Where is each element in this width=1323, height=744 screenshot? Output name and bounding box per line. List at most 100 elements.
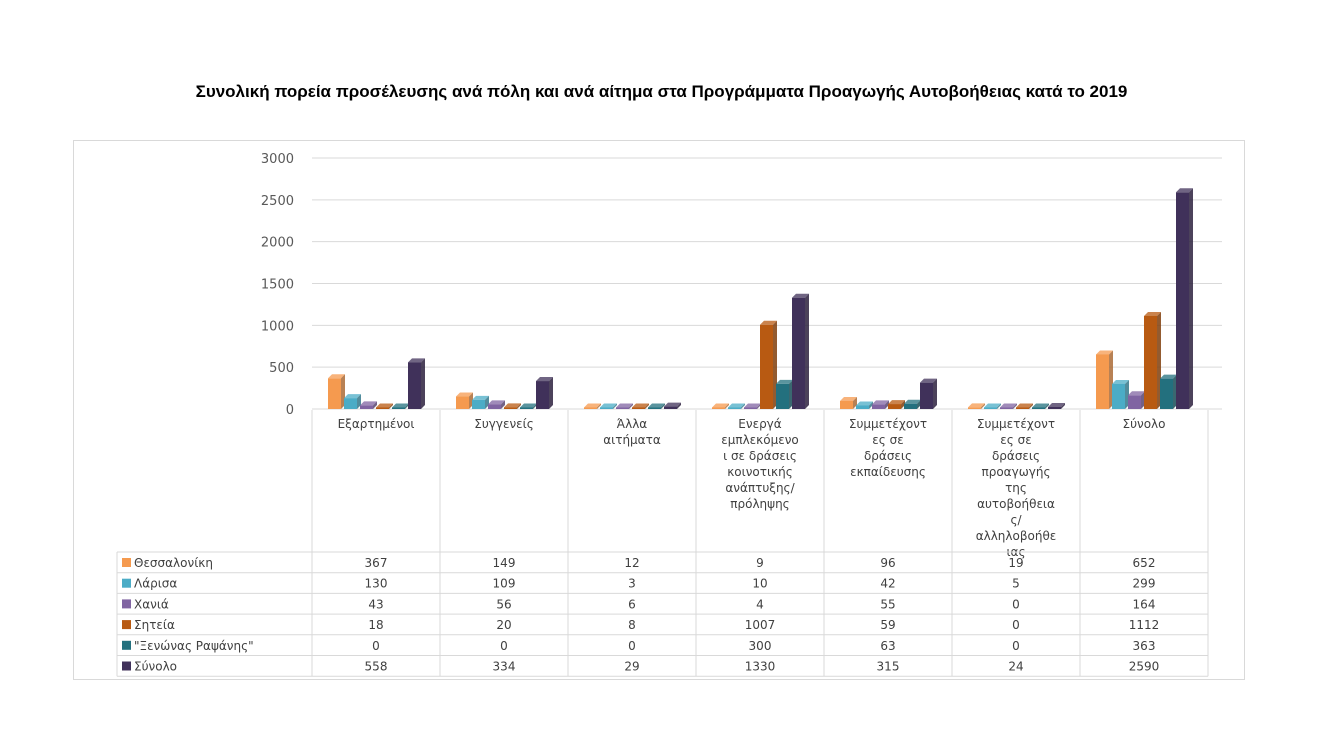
legend-swatch: [122, 661, 131, 671]
table-cell: 63: [880, 639, 895, 653]
category-label: ες σε: [1000, 433, 1031, 447]
bar-top: [872, 400, 889, 405]
table-cell: 0: [628, 639, 636, 653]
y-tick-label: 2500: [261, 194, 294, 209]
table-cell: 109: [493, 577, 516, 591]
table-cell: 24: [1008, 660, 1023, 674]
bar: [584, 407, 597, 409]
bar: [648, 407, 661, 409]
table-cell: 130: [365, 577, 388, 591]
bar: [408, 362, 421, 409]
table-cell: 59: [880, 618, 895, 632]
bar-side: [629, 403, 633, 409]
bar-top: [1016, 403, 1033, 408]
bar: [360, 405, 373, 409]
category-label: ανάπτυξης/: [725, 481, 795, 495]
legend-label: "Ξενώνας Ραψάνης": [134, 639, 254, 653]
bar: [904, 403, 917, 409]
bar-side: [389, 403, 393, 409]
legend-swatch: [122, 620, 131, 630]
y-tick-label: 2000: [261, 236, 294, 251]
bar-side: [549, 377, 553, 409]
category-label: δράσεις: [992, 449, 1040, 463]
bar-top: [632, 403, 649, 408]
table-cell: 0: [1012, 618, 1020, 632]
bar-side: [869, 401, 873, 409]
bar-top: [856, 401, 873, 406]
y-tick-label: 0: [286, 403, 294, 418]
table-cell: 12: [624, 556, 639, 570]
table-cell: 149: [493, 556, 516, 570]
table-cell: 164: [1133, 597, 1156, 611]
category-label: Συμμετέχοντ: [977, 417, 1055, 431]
bar-side: [901, 400, 905, 409]
bar-top: [712, 403, 729, 408]
bar-top: [664, 402, 681, 407]
table-cell: 300: [749, 639, 772, 653]
y-tick-label: 1500: [261, 278, 294, 293]
legend-label: Λάρισα: [134, 577, 177, 591]
bar: [664, 406, 677, 409]
table-cell: 367: [365, 556, 388, 570]
bar-top: [776, 379, 793, 384]
bar: [984, 407, 997, 409]
category-label: Εξαρτημένοι: [338, 417, 415, 431]
legend-swatch: [122, 578, 131, 588]
table-cell: 363: [1133, 639, 1156, 653]
category-label: ς/: [1010, 513, 1022, 527]
legend-swatch: [122, 640, 131, 650]
bar: [840, 400, 853, 409]
bar-top: [488, 400, 505, 405]
bar-top: [728, 403, 745, 408]
bar-top: [1112, 379, 1129, 384]
bar: [1112, 383, 1125, 409]
bar-side: [1013, 403, 1017, 409]
legend-label: Θεσσαλονίκη: [134, 556, 213, 570]
table-cell: 0: [1012, 597, 1020, 611]
bar-top: [1144, 311, 1161, 316]
bar-side: [1029, 403, 1033, 409]
bar-top: [360, 401, 377, 406]
bar-top: [984, 403, 1001, 408]
table-cell: 9: [756, 556, 764, 570]
bar-top: [584, 403, 601, 408]
bar-top: [648, 403, 665, 408]
table-cell: 0: [372, 639, 380, 653]
table-cell: 10: [752, 577, 767, 591]
bar-side: [421, 358, 425, 409]
bar: [1032, 407, 1045, 409]
table-cell: 55: [880, 597, 895, 611]
bar: [472, 399, 485, 409]
category-label: προαγωγής: [982, 465, 1051, 479]
bar: [760, 324, 773, 409]
bar-top: [616, 403, 633, 408]
bar: [792, 297, 805, 409]
legend-label: Χανιά: [134, 597, 169, 611]
category-label: της: [1005, 481, 1027, 495]
bar-top: [888, 400, 905, 405]
bar: [504, 407, 517, 409]
bar-top: [1000, 403, 1017, 408]
table-cell: 6: [628, 597, 636, 611]
legend-swatch: [122, 558, 131, 567]
bar-top: [792, 293, 809, 298]
bar: [1144, 315, 1157, 409]
category-label: ες σε: [872, 433, 903, 447]
table-cell: 5: [1012, 577, 1020, 591]
bar: [520, 407, 533, 409]
table-cell: 0: [500, 639, 508, 653]
bar-top: [1176, 188, 1193, 193]
bar-top: [920, 378, 937, 383]
table-cell: 299: [1133, 577, 1156, 591]
category-label: Ενεργά: [738, 417, 781, 431]
bar: [376, 407, 389, 409]
legend-label: Σητεία: [134, 618, 175, 632]
bar-side: [981, 403, 985, 409]
bar: [1160, 378, 1173, 409]
category-label: εμπλεκόμενο: [721, 433, 799, 447]
bar-top: [328, 374, 345, 379]
bar-side: [501, 400, 505, 409]
category-label: Συγγενείς: [474, 417, 534, 431]
bar-side: [725, 403, 729, 409]
